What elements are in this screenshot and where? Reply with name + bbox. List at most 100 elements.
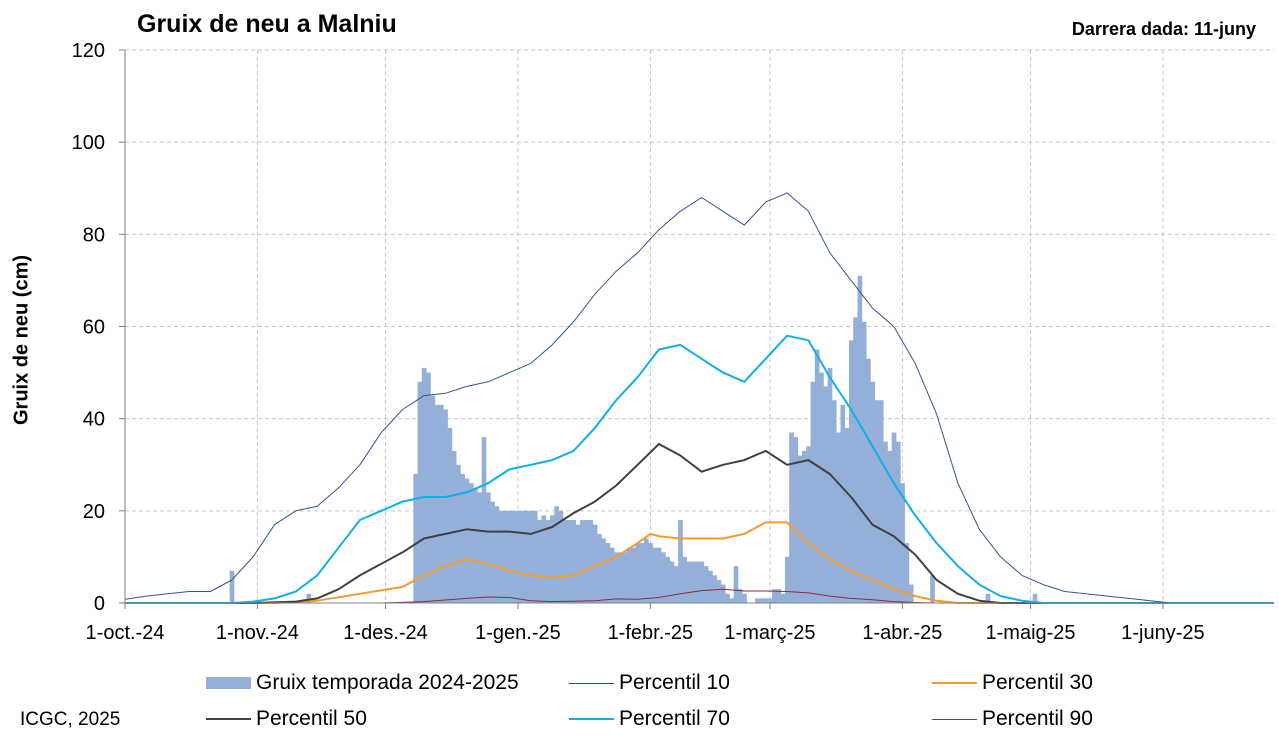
snow-depth-bar — [481, 437, 487, 603]
snow-depth-bar — [767, 598, 773, 603]
snow-depth-bar — [528, 510, 534, 603]
snow-depth-bar — [831, 400, 837, 603]
snow-depth-bar — [503, 510, 508, 603]
snow-depth-bar — [772, 589, 777, 603]
x-tick-label: 1-maig-25 — [986, 622, 1076, 644]
snow-depth-bar — [686, 561, 692, 603]
snow-depth-bar — [507, 510, 512, 603]
snow-depth-bar — [494, 506, 500, 603]
y-tick-label: 20 — [83, 501, 105, 523]
legend-label-p90: Percentil 90 — [982, 707, 1093, 730]
snow-depth-bar — [567, 520, 572, 603]
snow-depth-bar — [635, 543, 641, 603]
snow-depth-bar — [720, 584, 726, 603]
y-tick-label: 60 — [83, 317, 105, 339]
y-tick-label: 100 — [72, 132, 105, 154]
legend-swatch-p10 — [569, 682, 614, 684]
snow-depth-bar — [430, 395, 436, 603]
snow-depth-bar — [584, 520, 589, 603]
snow-depth-bar — [643, 538, 649, 603]
x-tick-label: 1-nov.-24 — [216, 622, 299, 644]
snow-depth-bar — [498, 510, 504, 603]
series-line-percentil-30 — [125, 521, 1274, 604]
snow-depth-bar — [229, 570, 235, 603]
snow-depth-bar — [537, 520, 542, 603]
snow-depth-bar — [426, 372, 431, 603]
snow-depth-bar — [473, 487, 478, 603]
snow-depth-bar — [468, 483, 474, 603]
snow-depth-bar — [836, 432, 841, 603]
snow-depth-bar — [592, 524, 598, 603]
snow-depth-bar — [883, 441, 888, 603]
legend-item-p90: Percentil 90 — [932, 707, 1093, 731]
series-line-percentil-10 — [125, 588, 1274, 604]
snow-depth-bar — [848, 340, 854, 603]
snow-depth-bar — [725, 593, 730, 603]
snow-depth-bar — [729, 598, 735, 603]
snow-depth-bar — [413, 473, 418, 603]
snow-depth-bar — [853, 317, 858, 603]
last-data-label: Darrera dada: 11-juny — [1071, 19, 1256, 39]
snow-depth-bar — [878, 400, 884, 603]
legend-swatch-bars — [206, 677, 251, 689]
snow-depth-bar — [558, 510, 564, 603]
snow-depth-bar — [870, 381, 876, 603]
snow-depth-bar — [780, 593, 786, 603]
snow-depth-bar — [763, 598, 769, 603]
snow-depth-bar — [434, 404, 440, 603]
legend-label-p10: Percentil 10 — [619, 671, 730, 694]
snow-depth-bar — [682, 556, 688, 603]
snow-depth-bar — [605, 543, 611, 603]
snow-depth-bar — [755, 598, 760, 603]
legend-item-p30: Percentil 30 — [932, 671, 1093, 695]
snow-depth-bar — [562, 520, 568, 603]
snow-depth-bar — [708, 570, 713, 603]
snow-depth-bar — [742, 593, 747, 603]
snow-depth-bar — [447, 427, 453, 603]
snow-depth-bar — [1032, 593, 1038, 603]
snow-depth-bar — [622, 552, 628, 603]
snow-depth-bar — [545, 520, 551, 603]
y-tick-label: 0 — [94, 593, 105, 615]
snow-depth-bar — [690, 561, 696, 603]
snow-depth-bar — [814, 349, 820, 603]
snow-depth-bar — [524, 510, 530, 603]
snow-depth-bar — [844, 427, 850, 603]
legend-swatch-p30 — [932, 682, 977, 684]
snow-depth-bar — [776, 589, 782, 603]
snow-depth-bar — [904, 543, 910, 603]
snow-depth-bar — [438, 404, 444, 603]
snow-depth-bar — [532, 510, 538, 603]
x-tick-label: 1-oct.-24 — [86, 622, 165, 644]
snow-depth-bar — [652, 547, 658, 603]
legend-item-bars: Gruix temporada 2024-2025 — [206, 671, 519, 695]
snow-depth-bar — [609, 547, 615, 603]
snow-depth-bar — [695, 561, 700, 603]
series-line-percentil-50 — [125, 443, 1274, 604]
snow-depth-bar — [443, 409, 448, 603]
legend-item-p50: Percentil 50 — [206, 707, 367, 731]
x-tick-label: 1-abr.-25 — [862, 622, 942, 644]
snow-depth-bar — [712, 575, 717, 603]
snow-depth-bar — [665, 556, 671, 603]
legend-swatch-p90 — [932, 718, 977, 720]
snow-depth-bar — [857, 275, 863, 603]
snow-depth-bar — [703, 566, 709, 603]
snow-depth-bar — [823, 386, 829, 603]
snow-depth-bar — [648, 543, 653, 603]
snow-depth-bar — [806, 446, 811, 603]
snow-depth-bar — [866, 358, 871, 603]
snow-depth-bar — [716, 579, 722, 603]
snow-depth-bar — [579, 520, 585, 603]
snow-depth-bar — [571, 520, 577, 603]
snow-depth-bar — [460, 473, 465, 603]
snow-depth-bar — [797, 455, 803, 603]
snow-depth-bar — [417, 381, 423, 603]
snow-depth-bar — [490, 501, 495, 603]
snow-depth-bar — [477, 492, 483, 603]
snow-depth-bar — [421, 367, 427, 603]
snow-depth-bar — [596, 533, 602, 603]
x-tick-label: 1-març-25 — [724, 622, 815, 644]
snow-depth-bar — [575, 524, 581, 603]
